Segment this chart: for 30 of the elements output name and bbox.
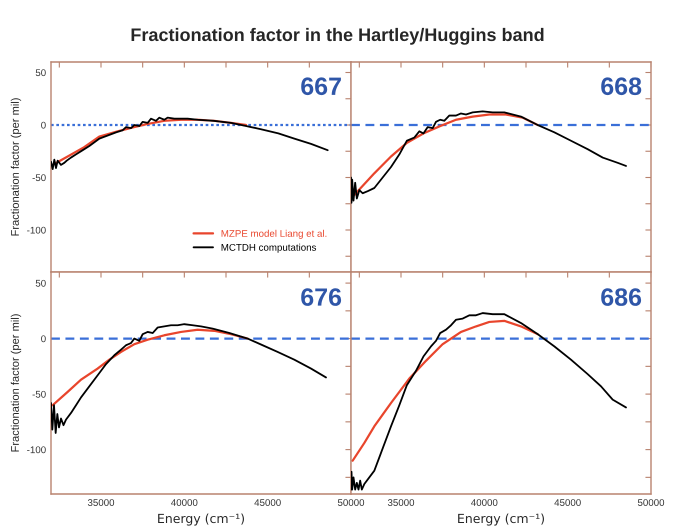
line-series <box>52 328 249 406</box>
y-axis-title: Fractionation factor (per mil) <box>10 98 22 236</box>
y-tick-label: -100 <box>27 446 46 454</box>
x-axis-title: Energy (cm⁻¹) <box>158 513 244 526</box>
line-series <box>51 323 327 434</box>
x-tick-label: 35000 <box>88 499 114 506</box>
x-tick-label: 45000 <box>254 499 281 506</box>
y-tick-label: 50 <box>36 280 46 287</box>
y-tick-label: 0 <box>41 122 46 129</box>
x-tick-label: 50000 <box>638 499 664 506</box>
y-tick-label: -50 <box>32 390 46 398</box>
x-tick-label: 50000 <box>338 499 364 506</box>
x-tick-label: 40000 <box>171 499 198 506</box>
legend-label: MZPE model Liang et al. <box>222 230 326 239</box>
y-tick-label: -100 <box>27 226 46 234</box>
y-tick-label: -50 <box>32 174 46 182</box>
chart-title: Fractionation factor in the Hartley/Huggins band <box>132 28 544 45</box>
legend-label: MCTDH computations <box>222 244 316 253</box>
y-tick-label: 0 <box>41 335 46 342</box>
x-tick-label: 45000 <box>554 499 581 506</box>
x-tick-label: 35000 <box>388 499 414 506</box>
annotation: 686 <box>601 288 642 306</box>
x-axis-title: Energy (cm⁻¹) <box>458 513 544 526</box>
x-tick-label: 40000 <box>471 499 498 506</box>
y-tick-label: 50 <box>36 69 46 76</box>
annotation: 667 <box>301 77 341 96</box>
line-series <box>51 116 329 170</box>
y-axis-title: Fractionation factor (per mil) <box>10 314 22 452</box>
annotation: 676 <box>301 288 342 306</box>
annotation: 668 <box>601 77 642 96</box>
